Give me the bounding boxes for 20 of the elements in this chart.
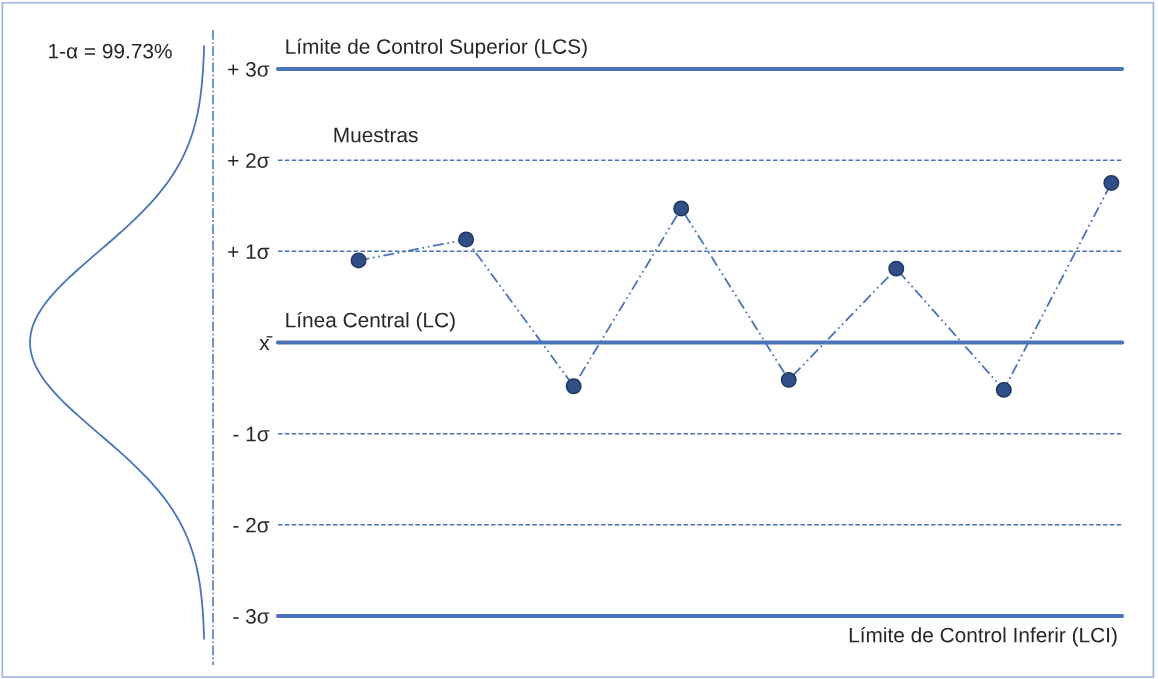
y-tick-label: - 1σ bbox=[233, 426, 270, 442]
ref-line-label: Límite de Control Inferir (LCI) bbox=[849, 626, 1117, 647]
point bbox=[350, 252, 367, 269]
y-tick-label: + 3σ bbox=[228, 61, 270, 77]
point bbox=[1103, 174, 1120, 191]
ref-line-label: Límite de Control Superior (LCS) bbox=[286, 38, 587, 59]
point bbox=[888, 260, 905, 277]
y-tick-label: + 2σ bbox=[228, 153, 270, 168]
point bbox=[995, 381, 1012, 398]
y-tick-label: - 2σ bbox=[233, 517, 270, 533]
point bbox=[673, 200, 690, 217]
y-tick-label: x̄ bbox=[259, 336, 273, 351]
text: 1-α = 99.73% bbox=[49, 43, 172, 59]
y-tick-label: - 3σ bbox=[233, 608, 270, 624]
point bbox=[458, 231, 475, 248]
ref-line-label: Línea Central (LC) bbox=[286, 311, 455, 332]
y-tick-label: + 1σ bbox=[228, 244, 270, 260]
point bbox=[780, 371, 797, 388]
annotation: Muestras bbox=[334, 127, 418, 143]
point bbox=[565, 378, 582, 395]
